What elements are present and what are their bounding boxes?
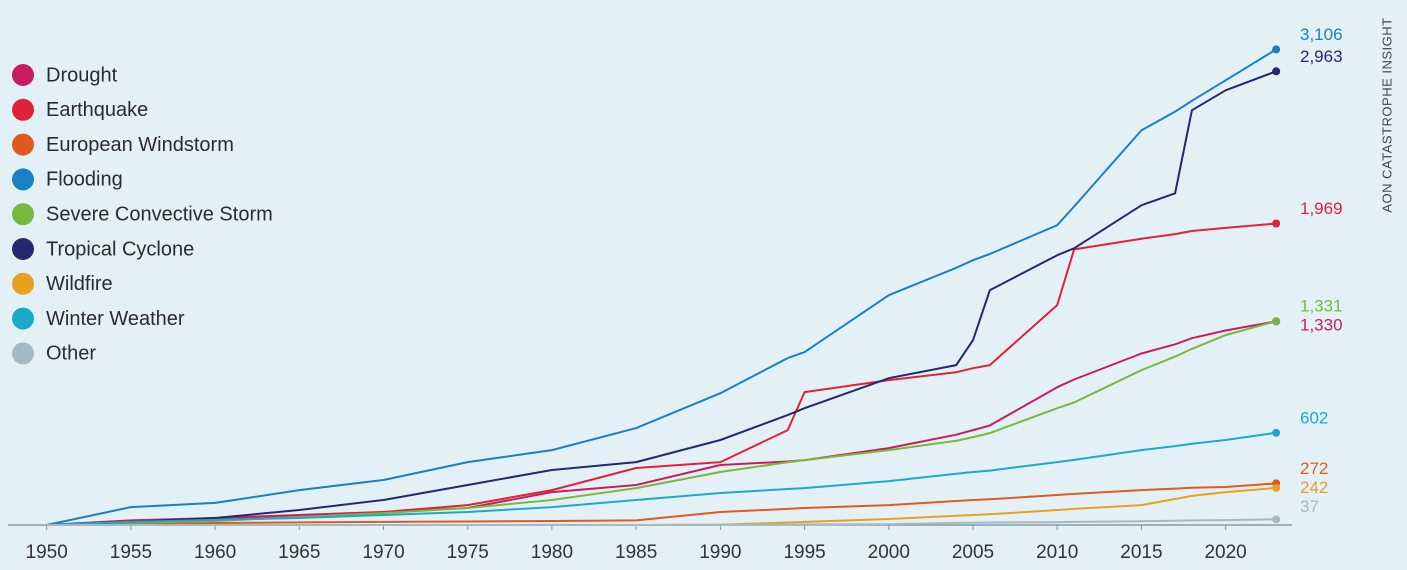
- x-tick-label: 2000: [868, 542, 910, 563]
- legend-label: Other: [46, 343, 96, 365]
- series-line: [46, 431, 1277, 526]
- end-dot: [1272, 219, 1281, 228]
- legend-label: Severe Convective Storm: [46, 203, 273, 225]
- x-tick-label: 1965: [278, 542, 320, 563]
- x-tick-label: 2005: [952, 542, 994, 563]
- series-line: [46, 482, 1277, 526]
- end-label: 242: [1300, 478, 1328, 497]
- x-tick-label: 1975: [447, 542, 489, 563]
- series-line: [46, 320, 1277, 526]
- end-dot: [1272, 67, 1281, 76]
- end-label: 1,969: [1300, 199, 1343, 218]
- series-line: [46, 320, 1277, 526]
- end-dot: [1272, 428, 1281, 437]
- end-dot: [1272, 317, 1281, 326]
- end-dot: [1272, 45, 1281, 54]
- end-label: 3,106: [1300, 25, 1343, 44]
- x-tick-label: 1995: [783, 542, 825, 563]
- end-label: 1,331: [1300, 297, 1343, 316]
- legend-label: Winter Weather: [46, 308, 185, 330]
- legend-label: European Windstorm: [46, 134, 234, 156]
- legend-swatch: [12, 238, 34, 260]
- series-line: [46, 70, 1277, 526]
- x-tick-label: 2020: [1204, 542, 1246, 563]
- legend-swatch: [12, 98, 34, 121]
- x-tick-label: 1985: [615, 542, 657, 563]
- end-label: 272: [1300, 459, 1328, 478]
- legend-label: Drought: [46, 64, 118, 86]
- end-dot: [1272, 483, 1281, 492]
- series-line: [46, 518, 1277, 526]
- legend-label: Wildfire: [46, 273, 113, 295]
- legend-swatch: [12, 307, 34, 330]
- legend-swatch: [12, 64, 34, 86]
- x-tick-label: 1955: [110, 542, 152, 563]
- end-dot: [1272, 515, 1281, 524]
- legend-swatch: [12, 133, 34, 156]
- end-label: 37: [1300, 497, 1319, 516]
- end-label: 602: [1300, 408, 1328, 427]
- legend-swatch: [12, 272, 34, 295]
- x-tick-label: 1990: [699, 542, 741, 563]
- legend-swatch: [12, 168, 34, 191]
- legend-label: Tropical Cyclone: [46, 238, 194, 260]
- series-line: [46, 48, 1277, 526]
- legend-label: Flooding: [46, 169, 123, 191]
- legend-label: Earthquake: [46, 99, 148, 121]
- x-tick-label: 1970: [362, 542, 404, 563]
- x-tick-label: 1960: [194, 542, 236, 563]
- source: AON CATASTROPHE INSIGHT: [1379, 17, 1394, 212]
- x-tick-label: 2015: [1120, 542, 1162, 563]
- end-label: 1,330: [1300, 316, 1343, 335]
- legend-swatch: [12, 203, 34, 226]
- x-tick-label: 1980: [531, 542, 573, 563]
- end-label: 2,963: [1300, 47, 1343, 66]
- legend-swatch: [12, 342, 34, 365]
- x-tick-label: 1950: [26, 542, 68, 563]
- x-tick-label: 2010: [1036, 542, 1078, 563]
